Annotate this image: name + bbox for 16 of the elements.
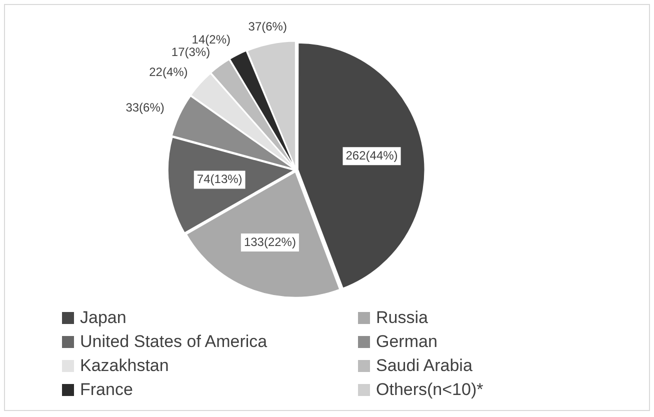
data-label: 74(13%) [196,172,242,186]
legend-label: France [80,380,133,400]
data-label: 37(6%) [248,20,287,34]
legend-label: Others(n<10)* [376,380,484,400]
data-label: 17(3%) [171,44,210,59]
data-label: 33(6%) [126,100,164,114]
legend-label: German [376,332,438,352]
data-label: 133(22%) [244,234,296,249]
legend-label: Saudi Arabia [376,356,472,376]
legend-label: Japan [80,308,126,328]
data-label: 14(2%) [192,32,230,46]
legend-label: Kazakhstan [80,356,169,376]
legend-label: United States of America [80,332,268,352]
data-label: 22(4%) [149,65,188,80]
legend-label: Russia [376,308,428,328]
data-label: 262(44%) [346,148,398,162]
